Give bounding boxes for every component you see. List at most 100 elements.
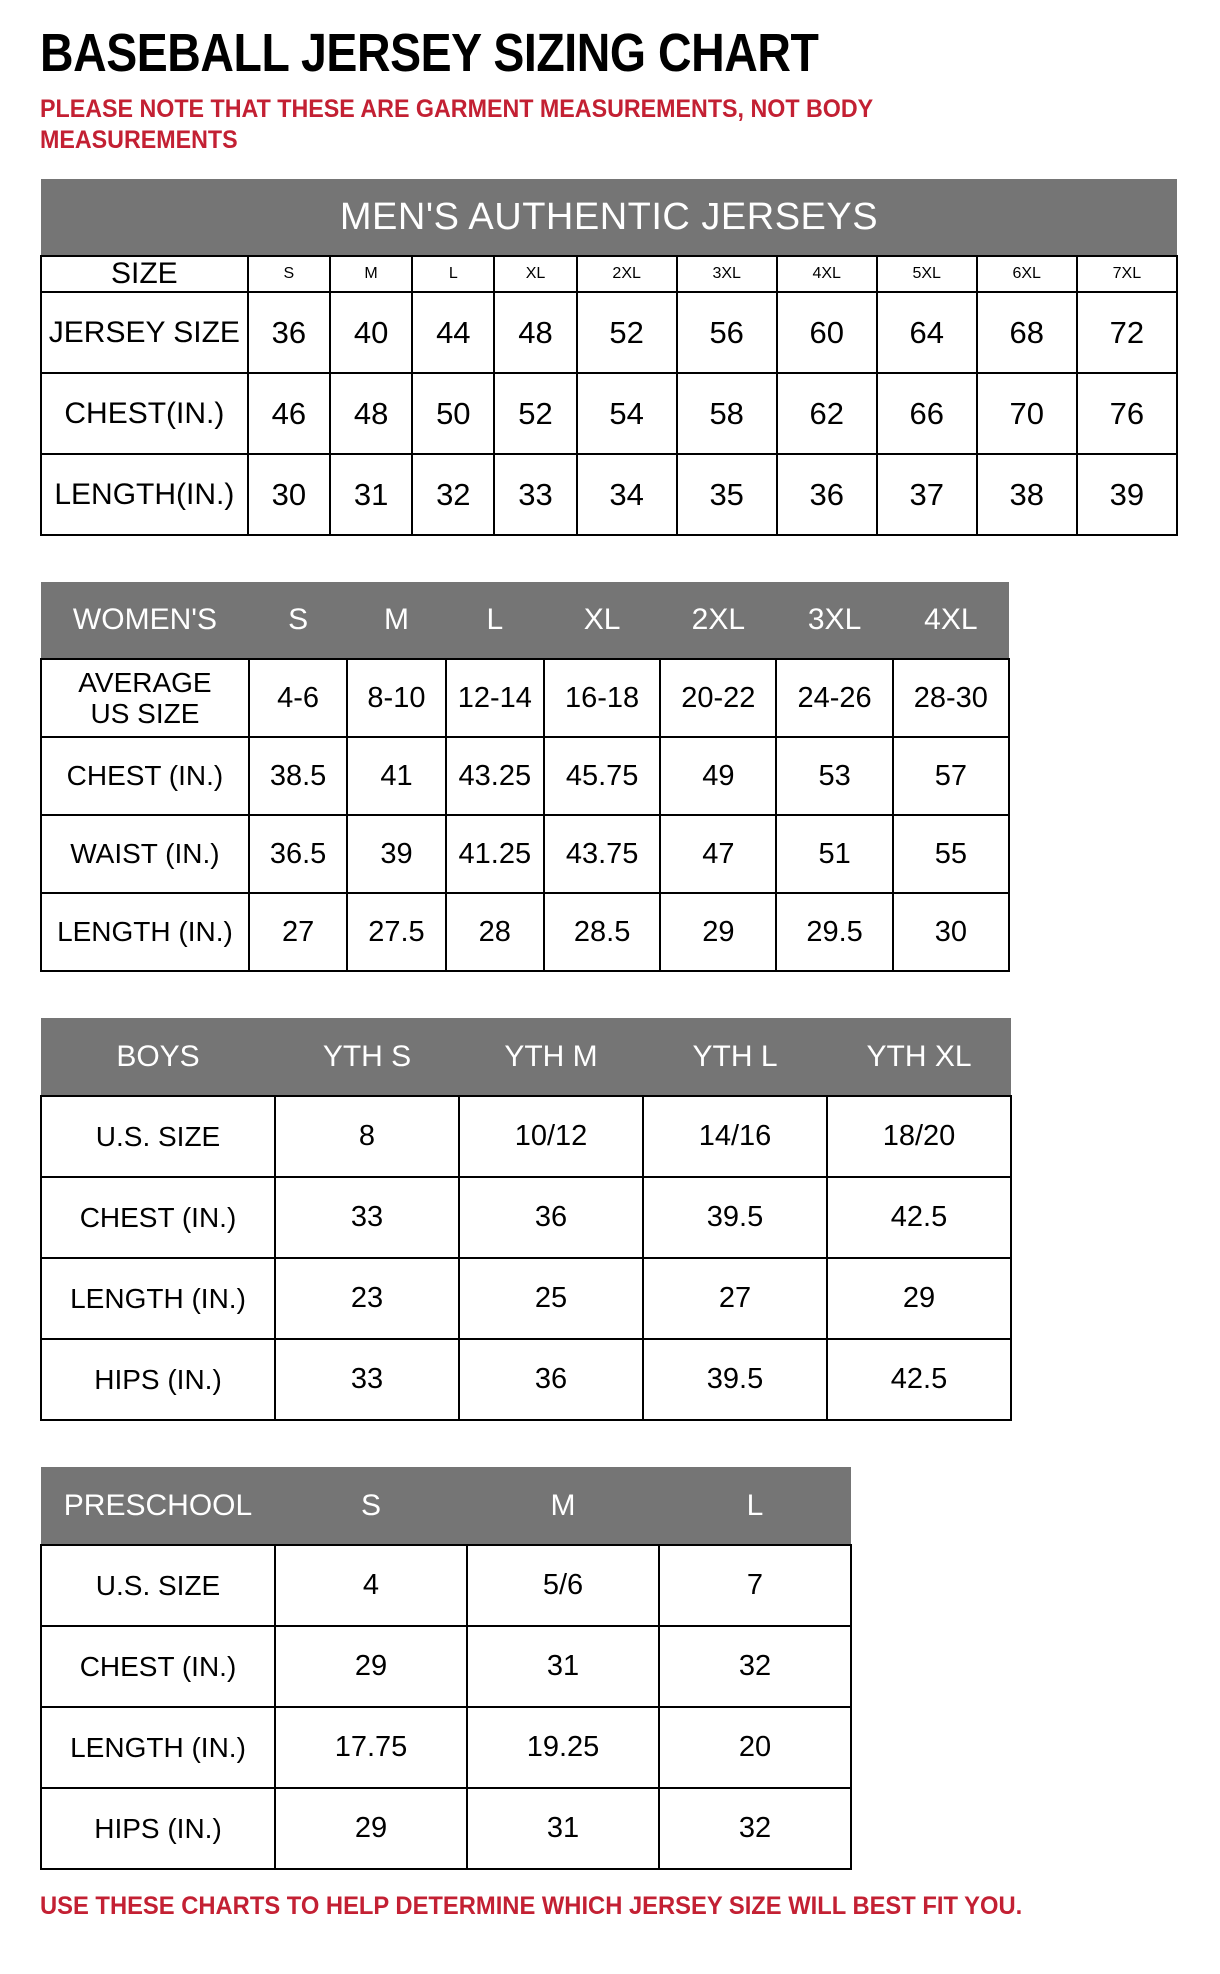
table-cell: 46 xyxy=(246,372,331,455)
table-row: HIPS (IN.) 29 31 32 xyxy=(40,1787,852,1870)
table-cell: 60 xyxy=(775,291,878,374)
table-cell: 32 xyxy=(411,453,496,536)
table-row: LENGTH (IN.) 23 25 27 29 xyxy=(40,1257,1012,1340)
boys-col-yth-l: YTH L xyxy=(643,1018,827,1096)
table-cell: 58 xyxy=(675,372,778,455)
mens-table-banner-row: MEN'S AUTHENTIC JERSEYS xyxy=(41,179,1177,256)
table-cell: 34 xyxy=(575,453,678,536)
table-cell: 56 xyxy=(675,291,778,374)
table-cell: 12-14 xyxy=(444,658,545,738)
womens-row-label-length: LENGTH (IN.) xyxy=(40,892,250,972)
boys-row-label-chest: CHEST (IN.) xyxy=(40,1176,276,1259)
table-row: CHEST(IN.) 46 48 50 52 54 58 62 66 70 76 xyxy=(40,372,1179,455)
mens-row-label-jersey-size: JERSEY SIZE xyxy=(40,291,249,374)
table-cell: 5/6 xyxy=(466,1544,660,1627)
table-cell: 31 xyxy=(466,1787,660,1870)
table-cell: 29.5 xyxy=(775,892,894,972)
mens-row-label-chest: CHEST(IN.) xyxy=(40,372,249,455)
mens-table-header-row: SIZE S M L XL 2XL 3XL 4XL 5XL 6XL 7XL xyxy=(40,255,1179,293)
table-cell: 57 xyxy=(891,736,1011,816)
table-cell: 44 xyxy=(411,291,496,374)
preschool-sizing-table: PRESCHOOL S M L U.S. SIZE 4 5/6 7 CHEST … xyxy=(40,1467,852,1870)
table-cell: 36 xyxy=(775,453,878,536)
table-row: CHEST (IN.) 38.5 41 43.25 45.75 49 53 57 xyxy=(40,736,1011,816)
table-cell: 41.25 xyxy=(444,814,545,894)
table-cell: 31 xyxy=(328,453,414,536)
womens-col-4xl: 4XL xyxy=(892,582,1009,659)
label-line-2: US SIZE xyxy=(90,698,200,729)
womens-col-2xl: 2XL xyxy=(660,582,777,659)
boys-table-header-row: BOYS YTH S YTH M YTH L YTH XL xyxy=(41,1018,1011,1096)
footer-note: USE THESE CHARTS TO HELP DETERMINE WHICH… xyxy=(40,1892,1023,1920)
boys-col-yth-m: YTH M xyxy=(459,1018,643,1096)
mens-table-banner: MEN'S AUTHENTIC JERSEYS xyxy=(41,179,1177,256)
preschool-row-label-us-size: U.S. SIZE xyxy=(40,1544,276,1627)
table-cell: 35 xyxy=(675,453,778,536)
table-row: AVERAGE US SIZE 4-6 8-10 12-14 16-18 20-… xyxy=(40,658,1011,738)
table-cell: 36 xyxy=(458,1338,644,1421)
womens-col-xl: XL xyxy=(543,582,661,659)
table-cell: 48 xyxy=(493,291,578,374)
page-title: BASEBALL JERSEY SIZING CHART xyxy=(40,23,819,83)
table-cell: 19.25 xyxy=(466,1706,660,1789)
table-cell: 48 xyxy=(328,372,414,455)
table-cell: 42.5 xyxy=(826,1176,1012,1259)
table-row: HIPS (IN.) 33 36 39.5 42.5 xyxy=(40,1338,1012,1421)
table-cell: 53 xyxy=(775,736,894,816)
table-cell: 30 xyxy=(891,892,1011,972)
table-cell: 40 xyxy=(328,291,414,374)
table-cell: 29 xyxy=(826,1257,1012,1340)
table-cell: 23 xyxy=(274,1257,460,1340)
table-cell: 54 xyxy=(575,372,678,455)
table-cell: 76 xyxy=(1075,372,1179,455)
table-cell: 20-22 xyxy=(659,658,778,738)
table-cell: 38 xyxy=(975,453,1078,536)
table-row: U.S. SIZE 8 10/12 14/16 18/20 xyxy=(40,1095,1012,1178)
preschool-col-m: M xyxy=(467,1467,659,1545)
table-row: CHEST (IN.) 29 31 32 xyxy=(40,1625,852,1708)
mens-col-6xl: 6XL xyxy=(975,255,1078,293)
table-cell: 30 xyxy=(246,453,331,536)
table-cell: 32 xyxy=(658,1787,852,1870)
table-cell: 39.5 xyxy=(642,1338,828,1421)
preschool-col-title: PRESCHOOL xyxy=(41,1467,275,1545)
table-row: WAIST (IN.) 36.5 39 41.25 43.75 47 51 55 xyxy=(40,814,1011,894)
table-cell: 18/20 xyxy=(826,1095,1012,1178)
table-cell: 7 xyxy=(658,1544,852,1627)
table-cell: 50 xyxy=(411,372,496,455)
table-cell: 51 xyxy=(775,814,894,894)
table-row: LENGTH (IN.) 27 27.5 28 28.5 29 29.5 30 xyxy=(40,892,1011,972)
table-cell: 36 xyxy=(246,291,331,374)
mens-col-2xl: 2XL xyxy=(575,255,678,293)
table-cell: 39.5 xyxy=(642,1176,828,1259)
table-cell: 70 xyxy=(975,372,1078,455)
mens-col-xl: XL xyxy=(493,255,578,293)
table-cell: 52 xyxy=(575,291,678,374)
mens-col-s: S xyxy=(246,255,331,293)
table-cell: 4 xyxy=(274,1544,468,1627)
table-cell: 66 xyxy=(875,372,978,455)
boys-col-yth-xl: YTH XL xyxy=(827,1018,1011,1096)
womens-col-l: L xyxy=(445,582,544,659)
boys-col-yth-s: YTH S xyxy=(275,1018,459,1096)
table-cell: 28.5 xyxy=(542,892,662,972)
table-cell: 8-10 xyxy=(346,658,447,738)
table-cell: 47 xyxy=(659,814,778,894)
table-cell: 29 xyxy=(659,892,778,972)
boys-sizing-table: BOYS YTH S YTH M YTH L YTH XL U.S. SIZE … xyxy=(40,1018,1012,1421)
table-cell: 33 xyxy=(274,1176,460,1259)
table-cell: 32 xyxy=(658,1625,852,1708)
preschool-row-label-hips: HIPS (IN.) xyxy=(40,1787,276,1870)
table-cell: 17.75 xyxy=(274,1706,468,1789)
table-cell: 24-26 xyxy=(775,658,894,738)
womens-col-3xl: 3XL xyxy=(776,582,893,659)
table-cell: 37 xyxy=(875,453,978,536)
mens-col-l: L xyxy=(411,255,496,293)
womens-table-header-row: WOMEN'S S M L XL 2XL 3XL 4XL xyxy=(41,582,1009,659)
table-cell: 29 xyxy=(274,1625,468,1708)
mens-col-5xl: 5XL xyxy=(875,255,978,293)
mens-col-7xl: 7XL xyxy=(1075,255,1179,293)
table-cell: 27 xyxy=(642,1257,828,1340)
table-cell: 39 xyxy=(1075,453,1179,536)
